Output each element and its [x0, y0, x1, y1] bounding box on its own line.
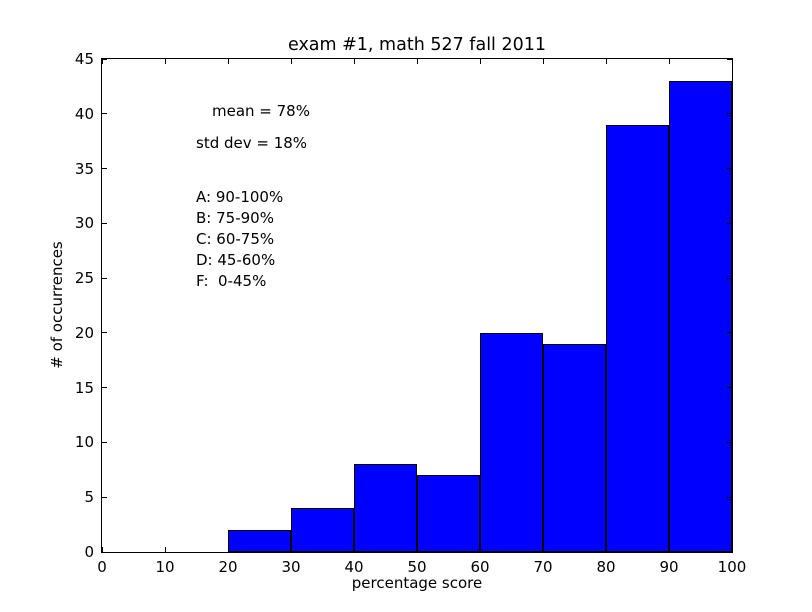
tick-mark [227, 547, 229, 552]
tick-mark [727, 113, 732, 115]
y-tick-label: 25 [74, 269, 94, 288]
tick-mark [102, 332, 107, 334]
tick-mark [727, 222, 732, 224]
grade-scale-annotation: A: 90-100% B: 75-90% C: 60-75% D: 45-60% F: … [196, 187, 283, 292]
tick-mark [353, 59, 355, 64]
x-tick-label: 50 [407, 558, 427, 576]
tick-mark [479, 547, 481, 552]
histogram-bar [606, 124, 669, 552]
tick-mark [102, 387, 107, 389]
histogram-bar [228, 530, 291, 552]
grade-scale-line: B: 75-90% [196, 209, 274, 227]
tick-mark [668, 59, 670, 64]
histogram-bar [417, 475, 480, 552]
x-tick-label: 70 [533, 558, 553, 576]
grade-scale-line: D: 45-60% [196, 251, 276, 269]
tick-mark [731, 547, 733, 552]
tick-mark [290, 547, 292, 552]
tick-mark [727, 332, 732, 334]
tick-mark [353, 547, 355, 552]
tick-mark [416, 59, 418, 64]
tick-mark [479, 59, 481, 64]
x-tick-label: 40 [344, 558, 364, 576]
tick-mark [416, 547, 418, 552]
tick-mark [605, 547, 607, 552]
tick-mark [101, 547, 103, 552]
tick-mark [727, 277, 732, 279]
x-tick-label: 60 [470, 558, 490, 576]
tick-mark [727, 387, 732, 389]
grade-scale-line: C: 60-75% [196, 230, 275, 248]
tick-mark [102, 222, 107, 224]
tick-mark [164, 59, 166, 64]
tick-mark [731, 59, 733, 64]
tick-mark [102, 113, 107, 115]
tick-mark [102, 58, 107, 60]
histogram-bar [669, 80, 732, 552]
tick-mark [102, 441, 107, 443]
y-tick-label: 15 [74, 378, 94, 397]
x-tick-label: 0 [97, 558, 107, 576]
std-dev-annotation: std dev = 18% [196, 134, 308, 152]
x-tick-label: 30 [281, 558, 301, 576]
tick-mark [164, 547, 166, 552]
tick-mark [668, 547, 670, 552]
y-tick-label: 10 [74, 433, 94, 452]
y-tick-label: 5 [84, 488, 94, 507]
tick-mark [542, 547, 544, 552]
tick-mark [102, 277, 107, 279]
chart-title: exam #1, math 527 fall 2011 [287, 35, 547, 55]
histogram-bar [543, 343, 606, 552]
y-tick-label: 45 [74, 50, 94, 68]
tick-mark [102, 496, 107, 498]
tick-mark [727, 168, 732, 170]
tick-mark [727, 551, 732, 553]
tick-mark [727, 58, 732, 60]
y-tick-label: 30 [74, 214, 94, 233]
y-tick-label: 0 [84, 543, 94, 561]
y-tick-label: 35 [74, 159, 94, 178]
x-tick-label: 100 [717, 558, 747, 576]
y-tick-label: 40 [74, 104, 94, 123]
y-tick-label: 20 [74, 323, 94, 342]
x-tick-label: 90 [659, 558, 679, 576]
x-tick-label: 80 [596, 558, 616, 576]
x-tick-label: 10 [155, 558, 175, 576]
plot-area [101, 58, 733, 553]
mean-annotation: mean = 78% [212, 102, 310, 120]
grade-scale-line: F: 0-45% [196, 272, 267, 290]
tick-mark [542, 59, 544, 64]
tick-mark [102, 551, 107, 553]
x-tick-label: 20 [218, 558, 238, 576]
histogram-bar [291, 508, 354, 552]
tick-mark [102, 168, 107, 170]
tick-mark [727, 496, 732, 498]
tick-mark [290, 59, 292, 64]
grade-scale-line: A: 90-100% [196, 188, 284, 206]
y-axis-label: # of occurrences [48, 241, 66, 369]
histogram-bar [480, 332, 543, 552]
tick-mark [605, 59, 607, 64]
tick-mark [101, 59, 103, 64]
tick-mark [227, 59, 229, 64]
x-axis-label: percentage score [351, 574, 483, 592]
tick-mark [727, 441, 732, 443]
histogram-bar [354, 464, 417, 552]
